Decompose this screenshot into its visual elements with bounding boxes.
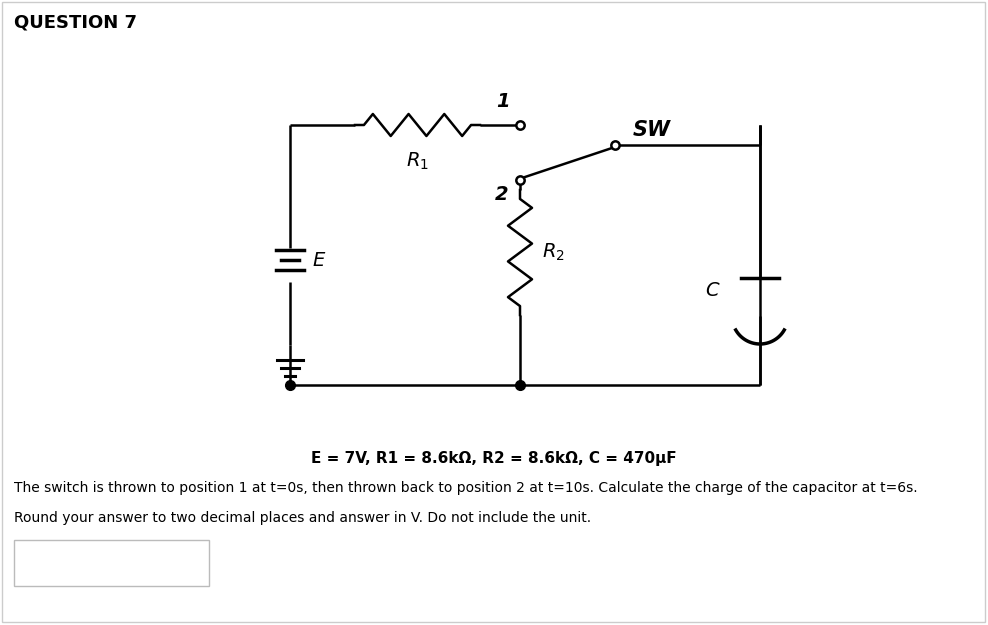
Text: E = 7V, R1 = 8.6kΩ, R2 = 8.6kΩ, C = 470μF: E = 7V, R1 = 8.6kΩ, R2 = 8.6kΩ, C = 470μ… bbox=[311, 451, 677, 466]
Text: Round your answer to two decimal places and answer in V. Do not include the unit: Round your answer to two decimal places … bbox=[14, 511, 591, 525]
Text: $R_2$: $R_2$ bbox=[542, 241, 565, 262]
FancyBboxPatch shape bbox=[14, 540, 209, 586]
Text: SW: SW bbox=[633, 120, 671, 140]
Text: C: C bbox=[705, 281, 718, 299]
Text: QUESTION 7: QUESTION 7 bbox=[14, 13, 137, 31]
Text: The switch is thrown to position 1 at t=0s, then thrown back to position 2 at t=: The switch is thrown to position 1 at t=… bbox=[14, 481, 918, 495]
Text: $R_1$: $R_1$ bbox=[405, 151, 429, 173]
Text: 2: 2 bbox=[494, 185, 508, 204]
Text: E: E bbox=[312, 251, 324, 269]
Text: 1: 1 bbox=[496, 92, 510, 111]
